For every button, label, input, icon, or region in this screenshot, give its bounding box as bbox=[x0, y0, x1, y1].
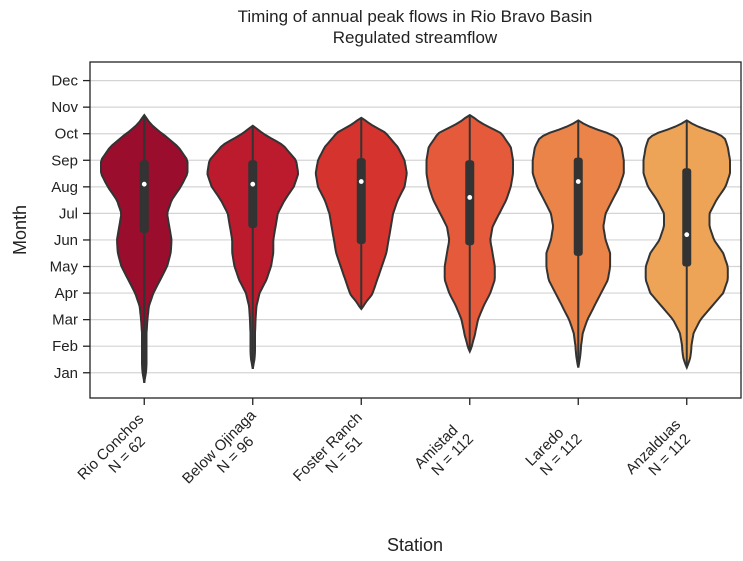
plot-area bbox=[100, 113, 731, 384]
median bbox=[684, 232, 690, 238]
y-tick-label: Nov bbox=[51, 99, 78, 116]
median bbox=[467, 195, 473, 200]
y-tick-label: Mar bbox=[52, 312, 78, 329]
y-tick-label: Jun bbox=[54, 232, 78, 249]
y-tick-label: Aug bbox=[51, 179, 78, 196]
y-tick-label: Sep bbox=[51, 152, 78, 169]
box bbox=[356, 158, 366, 244]
chart-title: Timing of annual peak flows in Rio Bravo… bbox=[238, 7, 593, 26]
x-axis-label: Station bbox=[387, 535, 443, 555]
x-tick-label: Below OjinagaN = 96 bbox=[179, 406, 272, 499]
median bbox=[250, 181, 256, 187]
y-axis-label: Month bbox=[10, 205, 30, 255]
x-tick-label: LaredoN = 112 bbox=[522, 418, 585, 481]
box bbox=[573, 157, 583, 256]
y-tick-label: Feb bbox=[52, 338, 78, 355]
median bbox=[575, 179, 581, 184]
y-tick-label: Oct bbox=[55, 126, 79, 143]
median bbox=[141, 181, 147, 187]
box bbox=[682, 168, 692, 267]
y-tick-label: May bbox=[50, 259, 79, 276]
x-tick-label: AnzalduasN = 112 bbox=[623, 416, 697, 490]
grid bbox=[90, 79, 741, 374]
chart-subtitle: Regulated streamflow bbox=[333, 28, 498, 47]
box bbox=[465, 160, 475, 246]
box bbox=[248, 160, 258, 229]
y-tick-label: Apr bbox=[55, 285, 78, 302]
x-tick-label: Foster RanchN = 51 bbox=[290, 409, 378, 497]
x-tick-label: Rio ConchosN = 62 bbox=[74, 411, 159, 496]
x-tick-label: AmistadN = 112 bbox=[411, 418, 477, 484]
y-tick-label: Jul bbox=[59, 205, 78, 222]
y-tick-label: Jan bbox=[54, 365, 78, 382]
box bbox=[139, 160, 149, 234]
plot-frame bbox=[89, 61, 742, 399]
median bbox=[358, 179, 364, 184]
y-tick-label: Dec bbox=[51, 73, 78, 90]
